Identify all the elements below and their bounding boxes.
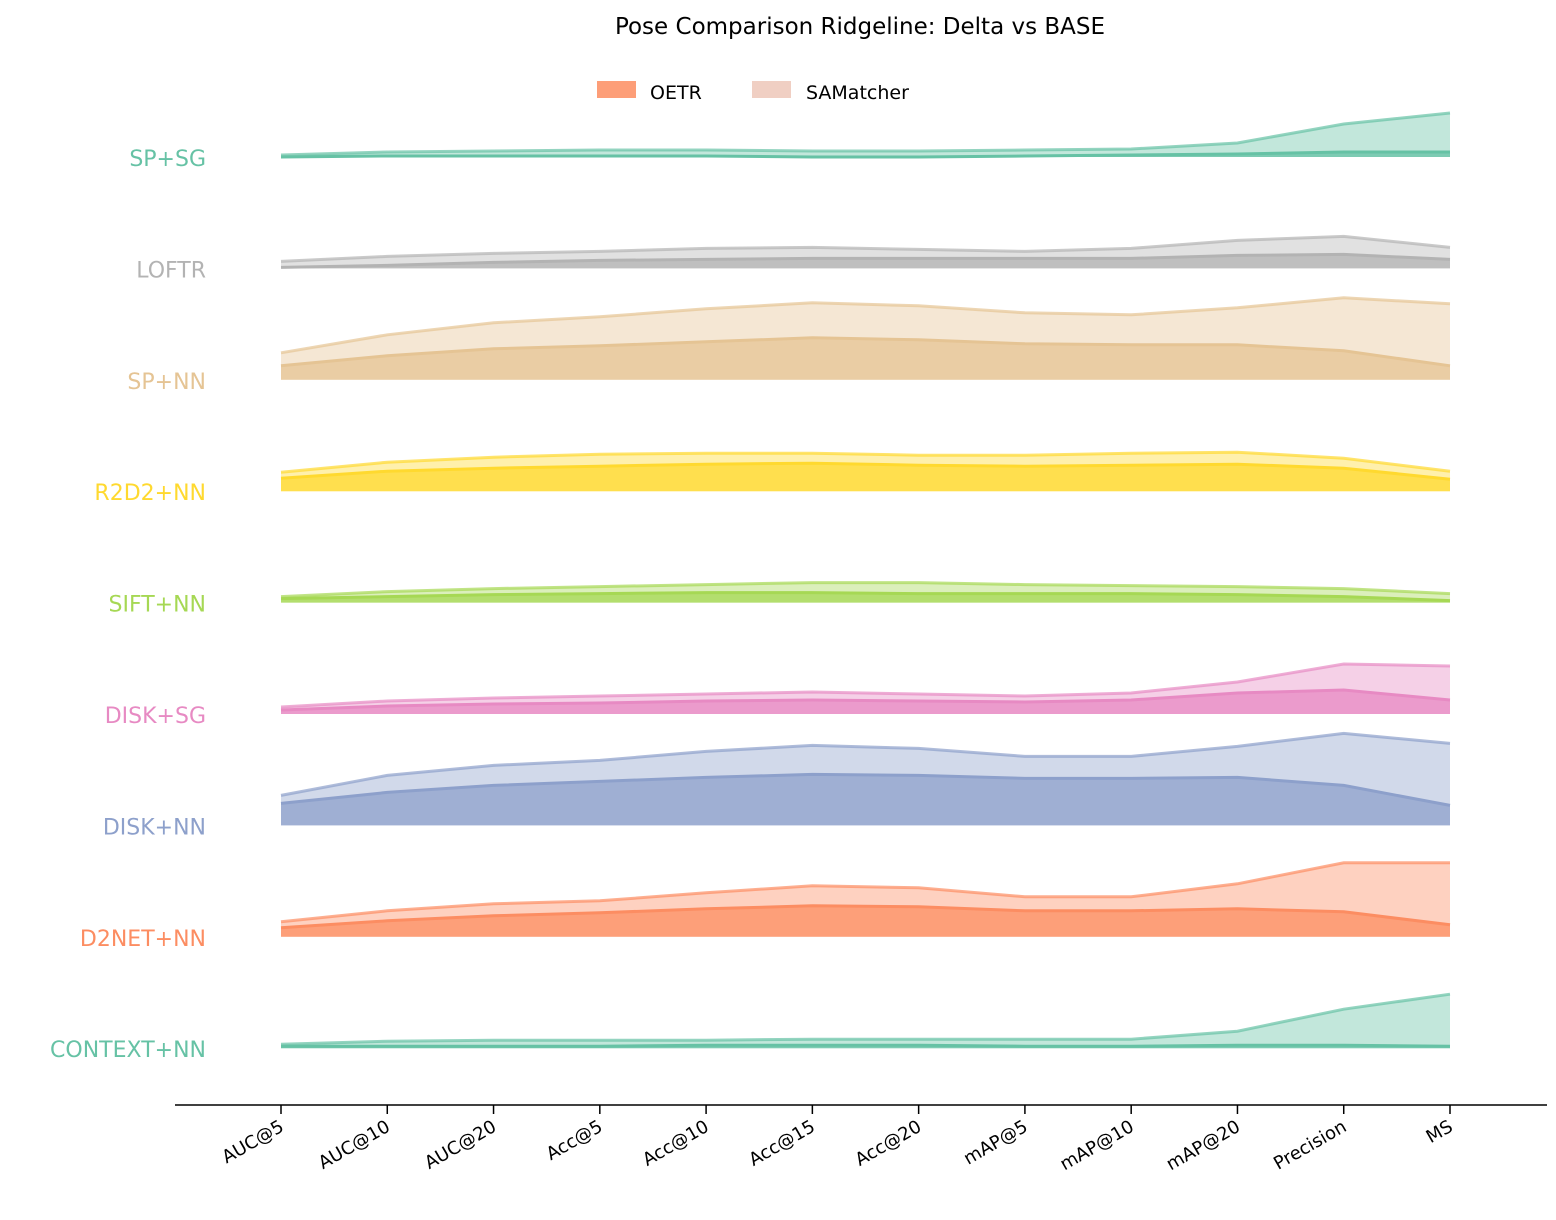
ridge-sp-nn: SP+NN: [127, 298, 1450, 395]
ridge-disk-sg: DISK+SG: [105, 664, 1450, 729]
legend-swatch-oetr: [597, 81, 636, 98]
x-tick-label: mAP@10: [1057, 1116, 1138, 1175]
ridge-context-nn: CONTEXT+NN: [50, 994, 1450, 1063]
ridge-disk-nn: DISK+NN: [103, 733, 1450, 840]
ridge-d2net-nn: D2NET+NN: [80, 863, 1450, 952]
x-tick-label: Acc@5: [543, 1116, 607, 1165]
x-tick-label: Acc@15: [745, 1116, 818, 1171]
ridge-label: SIFT+NN: [108, 593, 206, 618]
ridge-sift-nn: SIFT+NN: [108, 583, 1450, 618]
x-tick-label: AUC@10: [315, 1116, 394, 1174]
x-tick-label: mAP@20: [1163, 1116, 1244, 1175]
ridge-label: DISK+NN: [103, 815, 206, 840]
legend-label-samatcher: SAMatcher: [806, 82, 909, 104]
ridge-loftr: LOFTR: [136, 236, 1450, 283]
ridge-label: CONTEXT+NN: [50, 1038, 206, 1063]
x-tick-label: Acc@10: [639, 1116, 712, 1171]
oetr-line: [281, 1045, 1450, 1046]
x-tick-label: Precision: [1270, 1116, 1350, 1174]
ridge-label: D2NET+NN: [80, 927, 206, 952]
x-tick-label: AUC@20: [421, 1116, 500, 1174]
chart-title: Pose Comparison Ridgeline: Delta vs BASE: [615, 14, 1105, 40]
ridge-sp-sg: SP+SG: [129, 113, 1450, 172]
x-tick-label: Acc@20: [852, 1116, 925, 1171]
ridge-label: LOFTR: [136, 258, 206, 283]
ridge-label: SP+NN: [127, 370, 206, 395]
ridge-label: SP+SG: [129, 147, 206, 172]
legend: OETR SAMatcher: [597, 81, 909, 104]
ridge-label: R2D2+NN: [94, 481, 206, 506]
ridge-r2d2-nn: R2D2+NN: [94, 452, 1450, 506]
legend-swatch-samatcher: [752, 81, 791, 98]
legend-label-oetr: OETR: [650, 82, 702, 104]
ridge-label: DISK+SG: [105, 704, 206, 729]
x-tick-label: mAP@5: [960, 1116, 1031, 1169]
x-tick-label: MS: [1423, 1116, 1457, 1148]
x-tick-label: AUC@5: [219, 1116, 288, 1168]
